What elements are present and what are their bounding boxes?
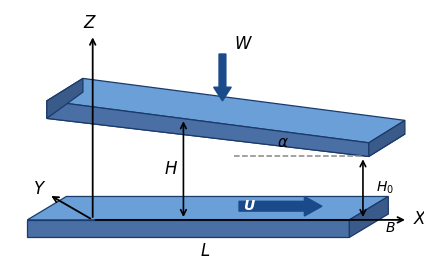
FancyArrow shape [239, 197, 322, 216]
Polygon shape [27, 220, 349, 237]
Polygon shape [47, 92, 405, 156]
Text: L: L [200, 242, 209, 260]
Text: Y: Y [34, 180, 44, 198]
Text: W: W [234, 35, 251, 53]
Polygon shape [47, 78, 405, 143]
Polygon shape [47, 101, 369, 156]
Text: U: U [243, 199, 254, 213]
Text: $\alpha$: $\alpha$ [277, 135, 289, 150]
Text: Z: Z [83, 14, 95, 32]
Text: H: H [165, 160, 177, 178]
Polygon shape [349, 197, 388, 237]
Text: B: B [385, 221, 395, 235]
Polygon shape [369, 120, 405, 156]
Polygon shape [27, 197, 388, 220]
Text: X: X [414, 210, 424, 228]
Text: $H_0$: $H_0$ [376, 180, 393, 196]
Polygon shape [47, 78, 83, 119]
FancyArrow shape [214, 54, 231, 101]
